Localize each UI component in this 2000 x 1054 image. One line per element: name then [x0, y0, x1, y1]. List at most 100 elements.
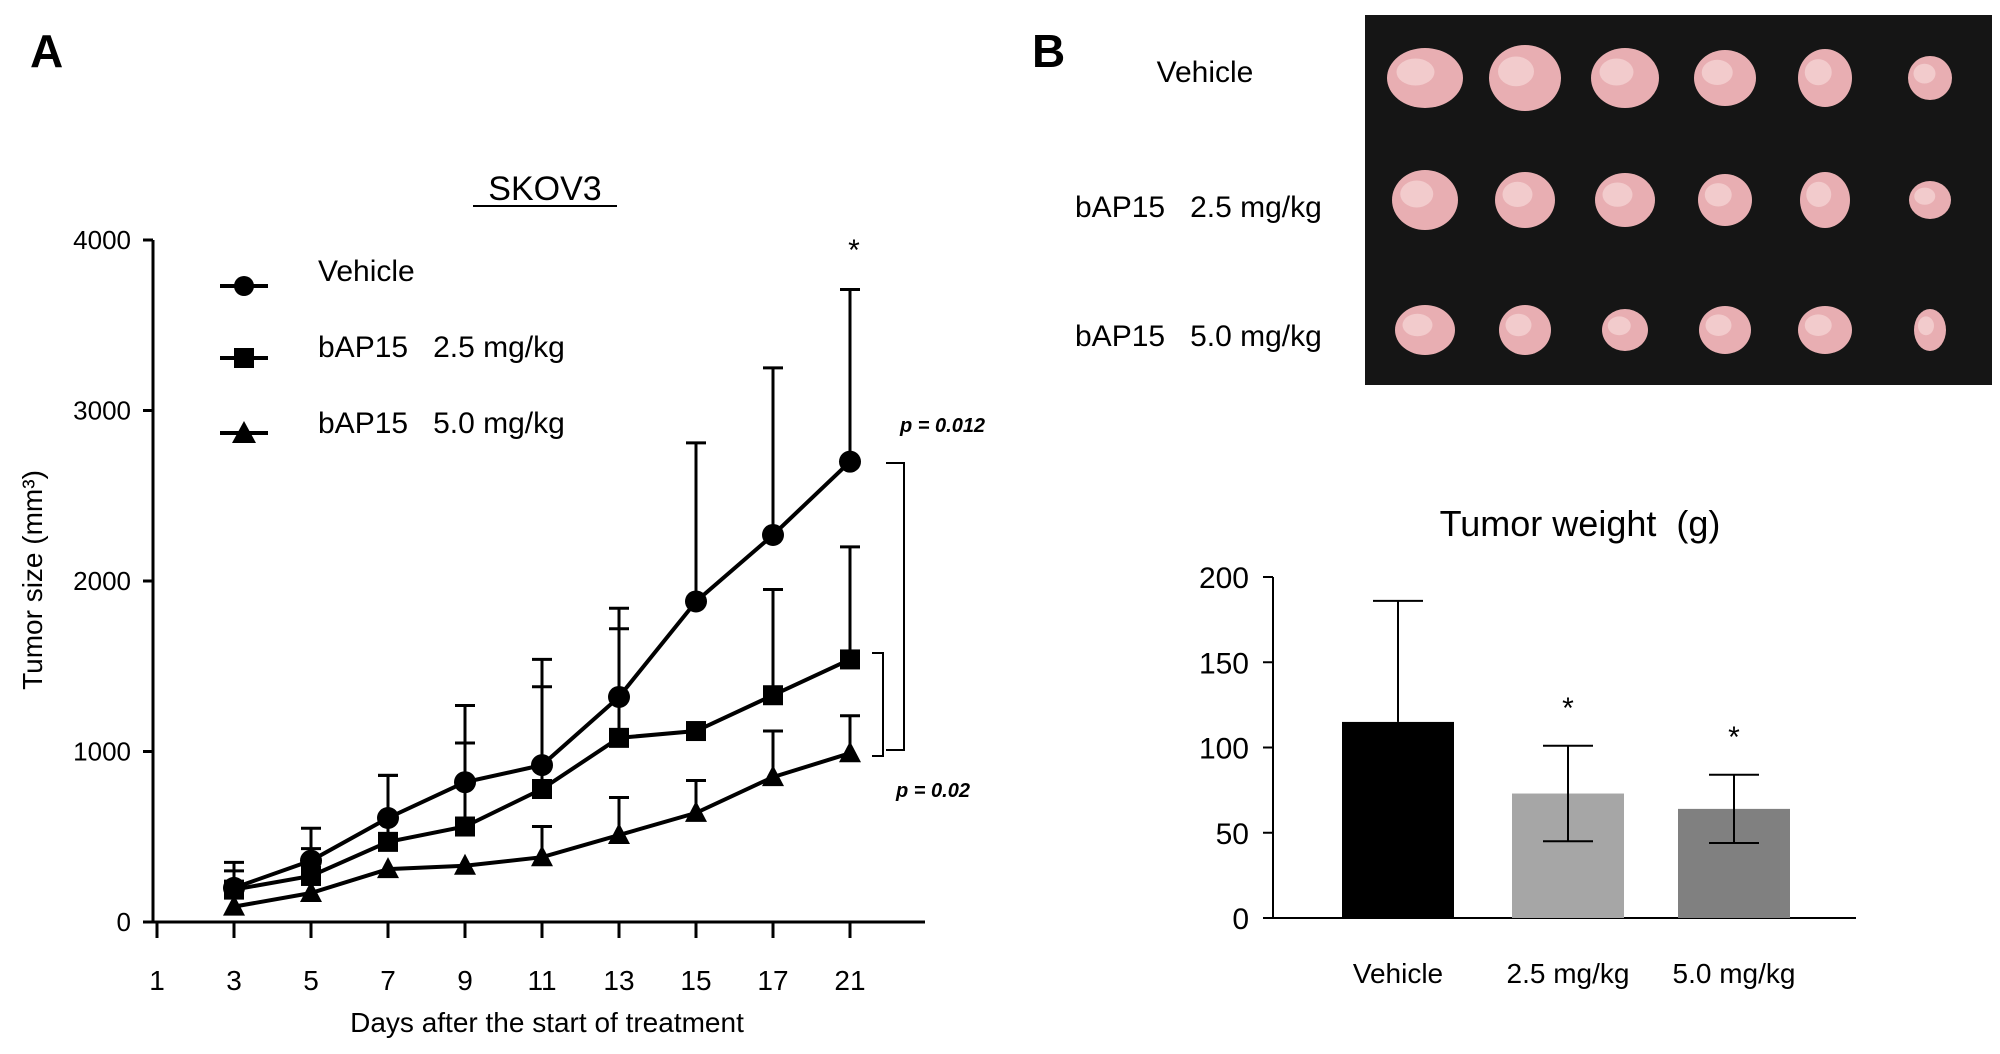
tumor-highlight: [1804, 59, 1832, 86]
chart-b-y-tick-label: 150: [1199, 647, 1249, 680]
panel-b-label: B: [1032, 25, 1065, 77]
chart-b-bars: Vehicle * 2.5 mg/kg * 5.0 mg/kg: [1342, 599, 1796, 989]
data-point-triangle: [608, 823, 630, 845]
p-value-bottom: p = 0.02: [895, 780, 970, 802]
significance-star: *: [1728, 721, 1740, 754]
tumor-highlight: [1505, 313, 1532, 337]
chart-a-x-ticks: 1 3 5 7 9 11 13 15 17 21: [149, 922, 866, 996]
legend-label-vehicle: Vehicle: [318, 255, 415, 288]
tumor-highlight: [1701, 59, 1733, 85]
data-point-triangle: [685, 800, 707, 822]
series-triangle: [223, 714, 861, 916]
tumor-photo: [1365, 15, 1992, 385]
bracket-25-vs-50: [872, 652, 884, 757]
tumor-weight-bar-chart: Tumor weight (g) 0 50 100 150 200 Vehicle * 2.…: [1199, 503, 1856, 989]
tumor-photo-panel: Vehicle bAP15 2.5 mg/kg bAP15 5.0 mg/kg: [1075, 15, 1992, 385]
chart-a-y-tick-label: 4000: [73, 225, 131, 255]
data-point-circle: [685, 590, 707, 613]
chart-a-y-tick-label: 3000: [73, 396, 131, 426]
data-point-circle: [762, 523, 784, 546]
tumor-highlight: [1599, 58, 1634, 86]
tumor-highlight: [1396, 58, 1435, 86]
legend-label-50: bAP15 5.0 mg/kg: [318, 407, 565, 440]
bar-category-label: 5.0 mg/kg: [1673, 958, 1796, 989]
chart-a-x-tick-label: 5: [303, 965, 319, 996]
data-point-square: [763, 685, 783, 706]
chart-b-title: Tumor weight (g): [1440, 503, 1721, 544]
tumor-highlight: [1402, 313, 1433, 337]
chart-a-y-tick-label: 0: [117, 907, 131, 937]
tumor-highlight: [1804, 314, 1832, 337]
chart-a-y-label: Tumor size (mm³): [17, 470, 48, 690]
chart-a-title: SKOV3: [488, 170, 601, 208]
tumor-highlight: [1400, 180, 1434, 208]
chart-a-legend: Vehicle bAP15 2.5 mg/kg bAP15 5.0 mg/kg: [220, 255, 565, 443]
chart-b-y-tick-label: 0: [1232, 903, 1249, 936]
chart-a-x-tick-label: 7: [380, 965, 396, 996]
tumor-highlight: [1705, 314, 1732, 337]
chart-a-y-ticks: 0 1000 2000 3000 4000: [73, 225, 153, 937]
tumor-highlight: [1806, 181, 1832, 207]
data-point-triangle: [454, 853, 476, 875]
bar-category-label: 2.5 mg/kg: [1507, 958, 1630, 989]
bar: [1342, 721, 1454, 918]
chart-b-y-tick-label: 200: [1199, 562, 1249, 595]
chart-a-x-tick-label: 21: [834, 965, 865, 996]
series-square: [224, 545, 860, 900]
chart-b-y-ticks: 0 50 100 150 200: [1199, 562, 1273, 936]
tumor-highlight: [1704, 183, 1732, 207]
chart-a-series-layer: [223, 287, 861, 916]
chart-a-x-tick-label: 13: [603, 965, 634, 996]
significance-star: *: [1562, 692, 1574, 725]
data-point-triangle: [223, 894, 245, 916]
chart-a-x-tick-label: 11: [527, 965, 556, 996]
tumor-specimens: [1387, 45, 1952, 355]
legend-marker-triangle: [232, 421, 256, 443]
tumor-highlight: [1918, 316, 1934, 336]
data-point-square: [840, 649, 860, 670]
data-point-square: [609, 727, 629, 748]
bracket-vehicle-vs-50: [886, 462, 905, 751]
tumor-highlight: [1498, 56, 1534, 87]
data-point-triangle: [377, 857, 399, 879]
photo-row-label-vehicle: Vehicle: [1157, 56, 1254, 89]
tumor-highlight: [1607, 316, 1631, 336]
data-point-triangle: [531, 845, 553, 867]
data-point-square: [455, 816, 475, 837]
chart-a-x-label: Days after the start of treatment: [350, 1007, 744, 1038]
photo-row-label-25: bAP15 2.5 mg/kg: [1075, 191, 1322, 224]
tumor-highlight: [1502, 181, 1533, 207]
tumor-highlight: [1913, 63, 1936, 84]
chart-a-x-tick-label: 1: [149, 965, 165, 996]
legend-marker-square: [234, 348, 254, 368]
bar-category-label: Vehicle: [1353, 958, 1443, 989]
chart-a-x-tick-label: 9: [457, 965, 473, 996]
data-point-square: [686, 721, 706, 742]
tumor-highlight: [1914, 187, 1936, 205]
data-point-square: [301, 865, 321, 886]
data-point-square: [532, 779, 552, 800]
chart-a-x-tick-label: 15: [680, 965, 711, 996]
data-point-circle: [839, 450, 861, 473]
chart-b-y-tick-label: 100: [1199, 733, 1249, 766]
chart-a-x-tick-label: 17: [757, 965, 788, 996]
legend-label-25: bAP15 2.5 mg/kg: [318, 331, 565, 364]
chart-a-y-tick-label: 1000: [73, 737, 131, 767]
data-point-triangle: [300, 881, 322, 903]
p-value-top: p = 0.012: [899, 415, 985, 437]
data-point-triangle: [762, 765, 784, 787]
panel-a-label: A: [30, 25, 63, 77]
data-point-square: [224, 879, 244, 900]
chart-a-significance-star: *: [848, 234, 860, 267]
data-point-triangle: [839, 741, 861, 763]
series-circle: [223, 287, 861, 899]
legend-marker-circle: [234, 276, 254, 296]
chart-a-y-tick-label: 2000: [73, 566, 131, 596]
chart-b-y-tick-label: 50: [1216, 818, 1249, 851]
data-point-square: [378, 831, 398, 852]
tumor-highlight: [1602, 182, 1633, 207]
photo-row-label-50: bAP15 5.0 mg/kg: [1075, 320, 1322, 353]
chart-a-x-tick-label: 3: [226, 965, 242, 996]
